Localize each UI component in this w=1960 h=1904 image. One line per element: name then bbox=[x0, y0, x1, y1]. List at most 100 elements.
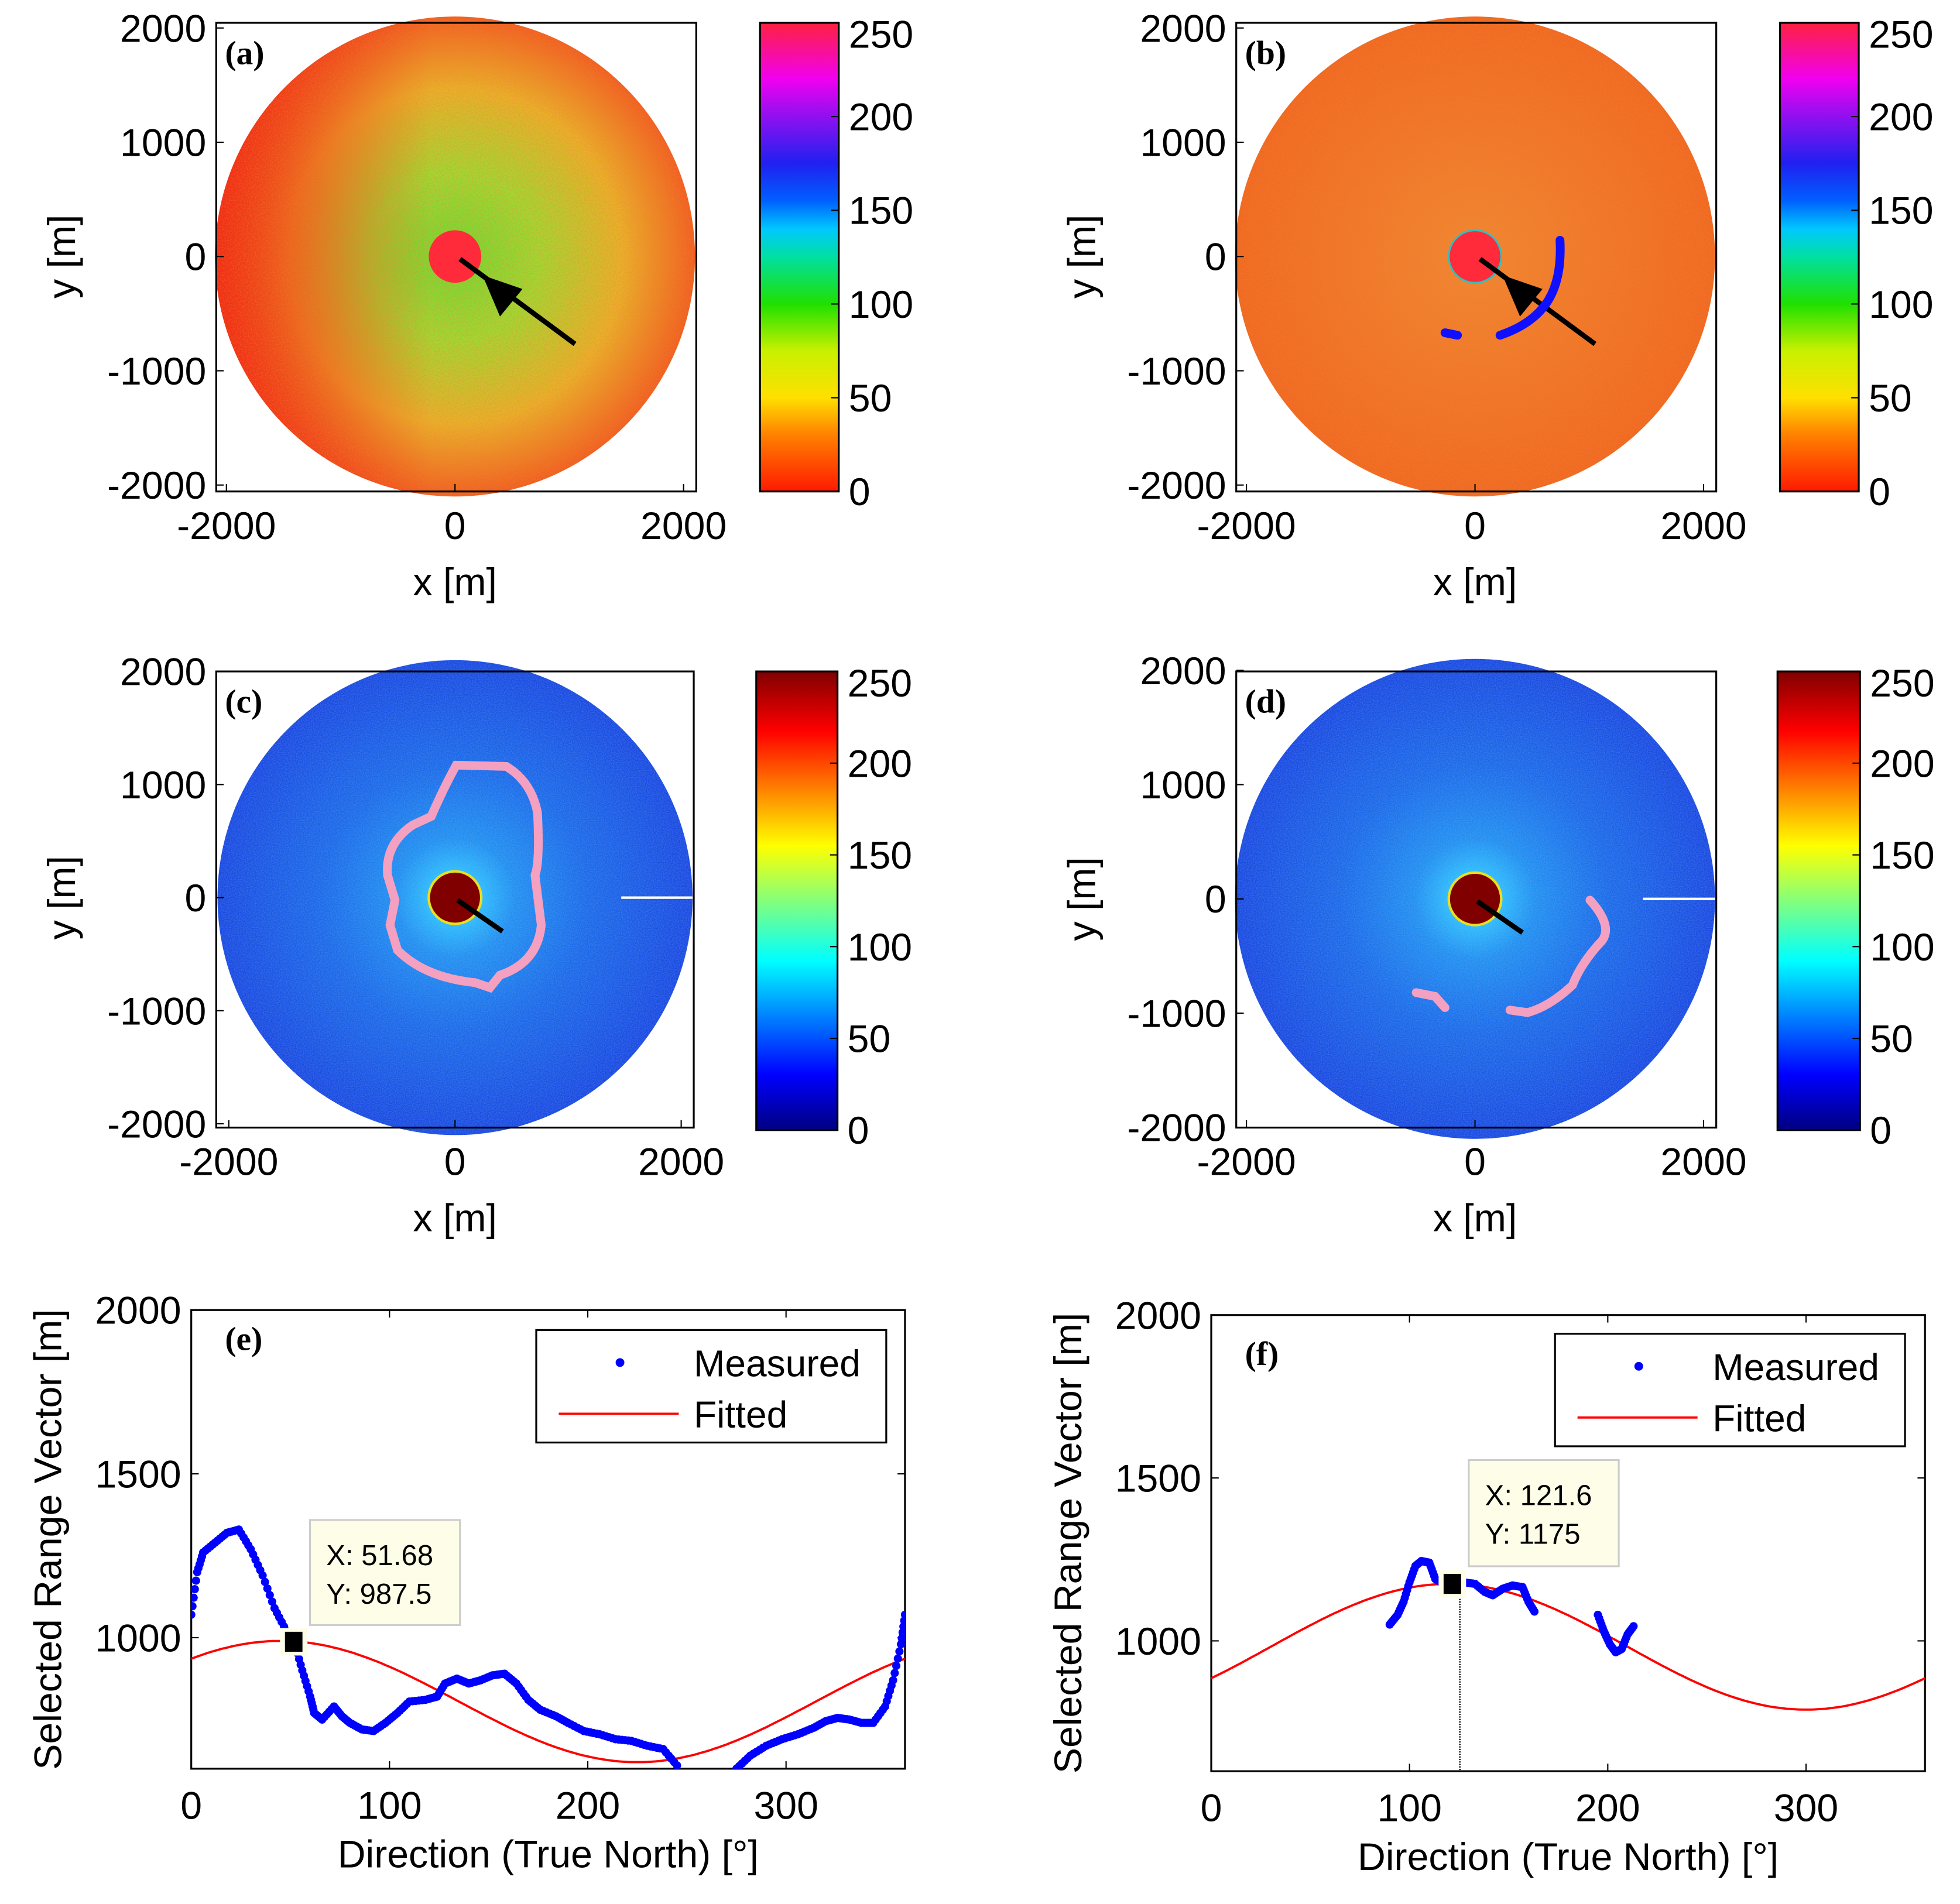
panel-label: (f) bbox=[1245, 1336, 1279, 1373]
center-blanking-circle bbox=[429, 230, 482, 283]
x-tick-label: 100 bbox=[1377, 1787, 1441, 1830]
colorbar-tick-label: 150 bbox=[849, 190, 913, 233]
x-tick-label: -2000 bbox=[1197, 1141, 1296, 1184]
x-tick-label: 2000 bbox=[640, 505, 727, 548]
measured-point bbox=[893, 1654, 902, 1663]
legend-measured-marker bbox=[615, 1358, 625, 1367]
colorbar-tick-label: 100 bbox=[1869, 283, 1933, 327]
y-tick-label: 2000 bbox=[120, 651, 206, 694]
x-tick-label: 300 bbox=[753, 1784, 818, 1827]
y-tick-label: 1000 bbox=[120, 764, 206, 807]
legend-measured-label: Measured bbox=[1712, 1346, 1879, 1388]
wave-direction-arrow bbox=[1476, 899, 1524, 935]
measured-point bbox=[258, 1571, 267, 1580]
measured-point bbox=[261, 1577, 269, 1586]
plot-area bbox=[191, 1525, 905, 1769]
measured-point bbox=[191, 1593, 198, 1602]
x-tick-label: 2000 bbox=[1660, 1141, 1746, 1184]
y-tick-label: 2000 bbox=[1140, 7, 1226, 50]
y-tick-label: 1000 bbox=[95, 1617, 181, 1660]
y-axis-label: Selected Range Vector [m] bbox=[1047, 1313, 1090, 1773]
datatip-marker bbox=[285, 1631, 303, 1652]
x-tick-label: 0 bbox=[180, 1784, 202, 1827]
colorbar-tick-label: 250 bbox=[1870, 662, 1934, 705]
y-tick-label: -2000 bbox=[1127, 464, 1226, 507]
colorbar-tick-label: 50 bbox=[1870, 1018, 1913, 1061]
colorbar-tick-label: 100 bbox=[848, 926, 912, 969]
y-tick-label: 1000 bbox=[1115, 1620, 1201, 1663]
y-tick-label: -2000 bbox=[107, 464, 206, 507]
panel-label: (d) bbox=[1245, 684, 1286, 721]
y-tick-label: -1000 bbox=[107, 990, 206, 1033]
wave-direction-arrow bbox=[456, 898, 504, 934]
y-tick-label: 0 bbox=[184, 236, 206, 279]
range-panel-f: (f) 0 100 200 300 2000 1500 1000 Direction (True… bbox=[1047, 1294, 1926, 1879]
x-tick-label: 0 bbox=[1464, 505, 1486, 548]
datatip-x-text: X: 121.6 bbox=[1485, 1480, 1592, 1511]
measured-point bbox=[265, 1591, 274, 1600]
y-tick-label: 2000 bbox=[1115, 1294, 1201, 1337]
x-axis-label: Direction (True North) [°] bbox=[338, 1833, 759, 1876]
selected-ring-contour bbox=[383, 760, 546, 993]
x-tick-label: 100 bbox=[357, 1784, 422, 1827]
center-blanking-circle bbox=[1447, 871, 1503, 927]
legend-measured-marker bbox=[1634, 1361, 1643, 1371]
x-tick-label: -2000 bbox=[177, 505, 276, 548]
datatip-y-text: Y: 987.5 bbox=[326, 1579, 431, 1610]
y-tick-label: -2000 bbox=[107, 1103, 206, 1146]
y-axis-label: y [m] bbox=[40, 856, 84, 939]
colorbar-tick-label: 200 bbox=[1870, 742, 1934, 785]
selected-ring-contour bbox=[1411, 988, 1450, 1012]
colorbar-tick-label: 150 bbox=[1869, 190, 1933, 233]
datatip-marker bbox=[1443, 1573, 1461, 1594]
y-tick-label: 1500 bbox=[95, 1453, 181, 1497]
measured-point bbox=[673, 1761, 681, 1769]
colorbar-tick-label: 100 bbox=[849, 283, 913, 327]
x-axis-label: x [m] bbox=[413, 561, 497, 604]
y-tick-label: 0 bbox=[1205, 878, 1226, 921]
colorbar-tick-label: 100 bbox=[1870, 926, 1934, 969]
y-axis-label: Selected Range Vector [m] bbox=[27, 1309, 70, 1769]
colorbar-tick-label: 50 bbox=[849, 377, 892, 420]
y-tick-label: 0 bbox=[1205, 236, 1226, 279]
y-axis-label: y [m] bbox=[1060, 215, 1104, 299]
legend-box bbox=[535, 1329, 888, 1444]
measured-point bbox=[900, 1610, 905, 1619]
y-axis-label: y [m] bbox=[1060, 857, 1104, 941]
y-tick-label: 1000 bbox=[1140, 764, 1226, 807]
y-tick-label: 2000 bbox=[95, 1289, 181, 1333]
x-tick-label: -2000 bbox=[1197, 505, 1296, 548]
x-tick-label: 300 bbox=[1774, 1787, 1838, 1830]
x-tick-label: 0 bbox=[1464, 1141, 1486, 1184]
fitted-line bbox=[191, 1639, 905, 1764]
x-axis-label: Direction (True North) [°] bbox=[1358, 1836, 1779, 1879]
colorbar-tick-label: 0 bbox=[1869, 471, 1890, 514]
colorbar bbox=[1779, 22, 1860, 493]
center-blanking-circle bbox=[427, 870, 483, 925]
x-tick-label: 0 bbox=[444, 505, 466, 548]
panel-label: (e) bbox=[225, 1321, 262, 1358]
legend-fitted-label: Fitted bbox=[1712, 1397, 1806, 1439]
legend-fitted-label: Fitted bbox=[694, 1394, 787, 1436]
colorbar-tick-label: 200 bbox=[848, 742, 912, 785]
datatip-box bbox=[1468, 1459, 1620, 1567]
measured-point bbox=[895, 1647, 904, 1656]
panel-label: (b) bbox=[1245, 35, 1286, 71]
measured-point bbox=[890, 1669, 899, 1677]
y-tick-label: -2000 bbox=[1127, 1107, 1226, 1150]
y-tick-label: 1000 bbox=[1140, 122, 1226, 165]
measured-point bbox=[191, 1576, 200, 1585]
colorbar-tick-label: 200 bbox=[1869, 96, 1933, 139]
range-panel-e: (e) 0 100 200 300 2000 1500 1000 Direction (True… bbox=[27, 1289, 906, 1876]
panel-label: (a) bbox=[225, 35, 264, 71]
datatip-y-text: Y: 1175 bbox=[1485, 1519, 1581, 1550]
x-tick-label: -2000 bbox=[179, 1141, 278, 1184]
y-tick-label: 2000 bbox=[1140, 650, 1226, 693]
x-tick-label: 200 bbox=[556, 1784, 620, 1827]
colorbar-tick-label: 0 bbox=[1870, 1109, 1892, 1152]
x-tick-label: 200 bbox=[1575, 1787, 1640, 1830]
measured-point bbox=[1530, 1607, 1539, 1616]
y-axis-label: y [m] bbox=[40, 215, 84, 299]
